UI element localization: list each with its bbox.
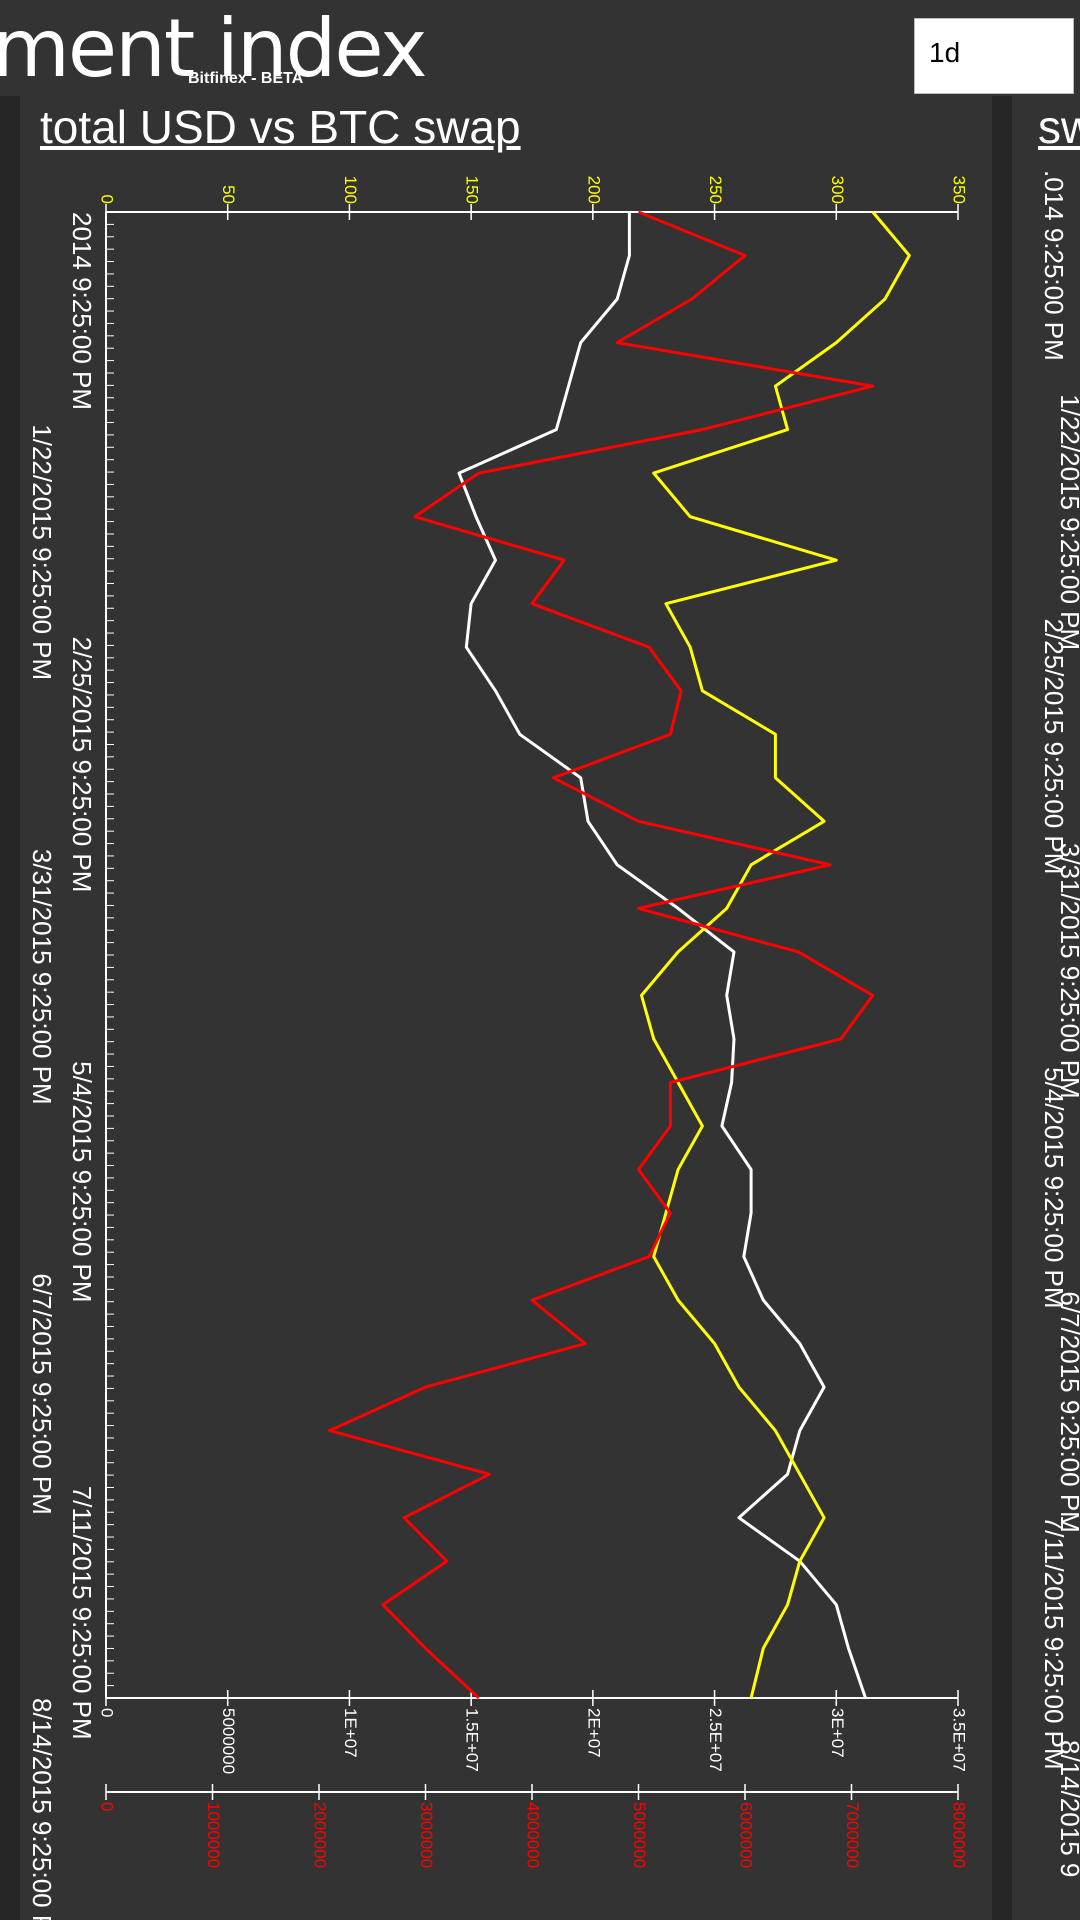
- white-axis-tick-label: 3.5E+07: [950, 1708, 969, 1772]
- app-subtitle: Bitfinex - BETA: [188, 70, 304, 87]
- secondary-time-tick-label: 7/11/2015 9:25:00 PM: [1039, 1516, 1069, 1770]
- secondary-time-tick-label: 2/25/2015 9:25:00 PM: [1039, 619, 1069, 875]
- time-tick-label: 3/31/2015 9:25:00 PM: [27, 849, 57, 1105]
- red-axis-tick-label: 5000000: [630, 1802, 649, 1868]
- secondary-time-tick-label: 1/22/2015 9:25:00 PM: [1055, 394, 1080, 650]
- red-axis-tick-label: 3000000: [417, 1802, 436, 1868]
- secondary-time-tick-label: 5/4/2015 9:25:00 PM: [1039, 1067, 1069, 1308]
- secondary-time-tick-label: 3/31/2015 9:25:00 PM: [1055, 843, 1080, 1099]
- time-tick-label: 6/7/2015 9:25:00 PM: [27, 1273, 57, 1514]
- yellow-axis-tick-label: 350: [950, 176, 969, 204]
- red-axis-tick-label: 0: [98, 1802, 117, 1811]
- red-axis-tick-label: 8000000: [950, 1802, 969, 1868]
- range-selector[interactable]: 1d: [914, 18, 1074, 94]
- yellow-axis-tick-label: 250: [706, 176, 725, 204]
- white-axis-tick-label: 3E+07: [828, 1708, 847, 1758]
- time-tick-label: 2/25/2015 9:25:00 PM: [67, 637, 97, 893]
- yellow-axis-tick-label: 150: [463, 176, 482, 204]
- chart-panel-secondary: [1012, 96, 1080, 1920]
- series-line-yellow: [640, 211, 911, 1699]
- header-bar: ment index Bitfinex - BETA 1d: [0, 0, 1080, 96]
- white-axis-tick-label: 1E+07: [341, 1708, 360, 1758]
- time-tick-label: 1/22/2015 9:25:00 PM: [27, 424, 57, 680]
- time-tick-label: 8/14/2015 9:25:00 PM: [27, 1698, 57, 1920]
- series-line-red: [328, 210, 875, 1700]
- secondary-chart-title: sw: [1038, 101, 1080, 153]
- red-axis-tick-label: 7000000: [843, 1802, 862, 1868]
- secondary-time-tick-label: 6/7/2015 9:25:00 PM: [1055, 1291, 1080, 1532]
- chart-panel-main: [20, 96, 992, 1920]
- chart-plot: 0 50 100 150 200 250 300 350 0 5000000 1E+07 1.5E+0…: [27, 170, 1080, 1920]
- red-axis-tick-label: 2000000: [311, 1802, 330, 1868]
- white-axis-tick-label: 2.5E+07: [706, 1708, 725, 1772]
- yellow-axis-tick-label: 100: [341, 176, 360, 204]
- yellow-axis-tick-label: 50: [219, 185, 238, 204]
- app-title: ment index: [0, 2, 428, 95]
- red-axis-tick-label: 1000000: [204, 1802, 223, 1868]
- yellow-axis-tick-label: 200: [584, 176, 603, 204]
- chart-title: total USD vs BTC swap: [40, 101, 521, 153]
- time-tick-label: 5/4/2015 9:25:00 PM: [67, 1061, 97, 1302]
- white-axis-tick-label: 1.5E+07: [463, 1708, 482, 1772]
- white-axis-tick-label: 2E+07: [584, 1708, 603, 1758]
- series-line-white: [457, 212, 867, 1699]
- white-axis-tick-label: 5000000: [219, 1708, 238, 1774]
- yellow-axis-tick-label: 0: [98, 195, 117, 204]
- time-tick-label: 7/11/2015 9:25:00 PM: [67, 1486, 97, 1740]
- red-axis-tick-label: 4000000: [524, 1802, 543, 1868]
- secondary-time-tick-label: 8/14/2015 9: [1055, 1740, 1080, 1877]
- white-axis-tick-label: 0: [98, 1708, 117, 1717]
- yellow-axis-tick-label: 300: [828, 176, 847, 204]
- red-axis-tick-label: 6000000: [737, 1802, 756, 1868]
- time-tick-label: 2014 9:25:00 PM: [67, 212, 97, 410]
- secondary-time-tick-label: .014 9:25:00 PM: [1039, 170, 1069, 361]
